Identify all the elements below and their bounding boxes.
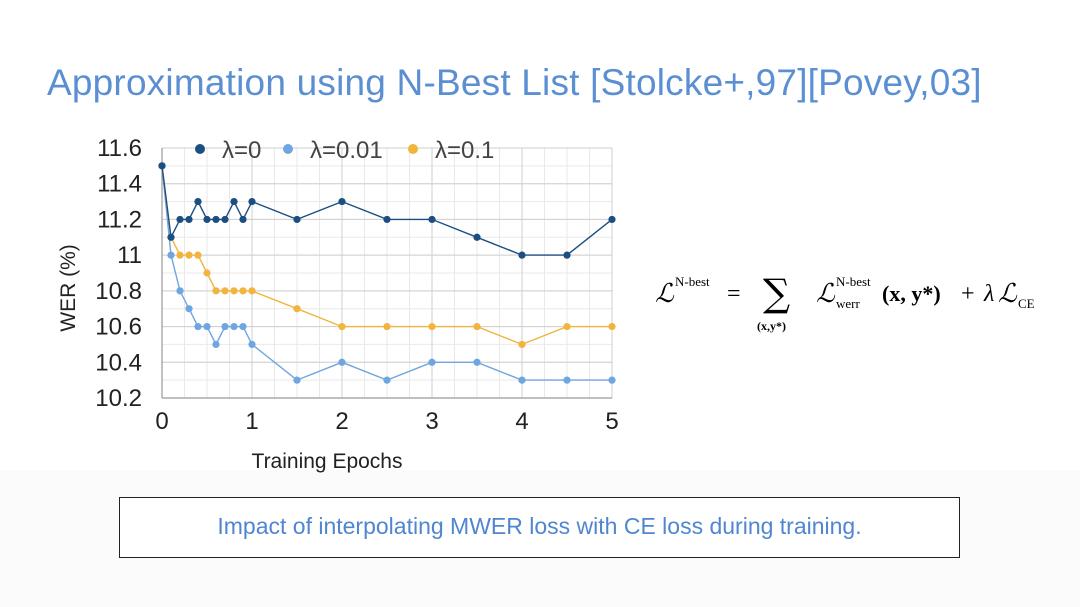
data-point: [473, 233, 481, 241]
data-point: [230, 197, 238, 206]
ce-term: ℒ: [998, 279, 1018, 309]
data-point: [473, 358, 481, 366]
summation-sign: ∑: [763, 271, 790, 315]
data-point: [338, 197, 346, 206]
data-point: [230, 287, 238, 295]
x-tick-label: 0: [155, 408, 168, 435]
x-tick-label: 3: [425, 408, 438, 435]
data-point: [518, 376, 526, 384]
plus-sign: +: [961, 281, 975, 307]
data-point: [293, 305, 301, 313]
data-point: [158, 162, 166, 170]
y-tick-label: 11.2: [97, 206, 142, 233]
y-tick-label: 10.2: [95, 385, 142, 412]
data-point: [239, 215, 247, 224]
y-tick-label: 11.6: [97, 135, 142, 162]
data-point: [221, 287, 229, 295]
data-point: [194, 197, 202, 206]
werr-subscript: werr: [836, 296, 860, 311]
legend-marker: [283, 144, 293, 154]
legend-label: λ=0.01: [310, 137, 383, 164]
chart-grid: [161, 147, 613, 399]
y-tick-label: 10.6: [95, 314, 142, 341]
data-point: [212, 215, 220, 224]
chart-legend: λ=0 λ=0.01 λ=0.1: [195, 137, 494, 164]
summation-subscript: (x,y*): [757, 319, 786, 333]
data-point: [203, 215, 211, 224]
data-point: [383, 215, 391, 224]
data-point: [338, 358, 346, 366]
data-point: [338, 322, 346, 331]
x-axis-label: Training Epochs: [252, 450, 403, 473]
data-point: [185, 251, 193, 259]
data-point: [212, 340, 220, 349]
x-tick-label: 4: [515, 408, 528, 435]
data-point: [221, 322, 229, 331]
data-point: [518, 340, 526, 349]
data-point: [212, 287, 220, 295]
ce-subscript: CE: [1018, 296, 1035, 311]
data-point: [185, 215, 193, 224]
data-point: [383, 322, 391, 331]
loss-lhs-superscript: N-best: [675, 274, 710, 289]
data-point: [563, 376, 571, 384]
data-point: [608, 322, 616, 331]
data-point: [167, 251, 175, 259]
y-tick-label: 10.4: [95, 349, 142, 376]
data-point: [428, 215, 436, 224]
data-point: [608, 215, 616, 224]
data-point: [203, 269, 211, 277]
data-point: [203, 322, 211, 331]
chart-series: [158, 162, 616, 384]
data-point: [230, 322, 238, 331]
slide-title: Approximation using N-Best List [Stolcke…: [47, 62, 982, 103]
werr-arguments: (x, y*): [882, 281, 941, 306]
data-point: [563, 322, 571, 331]
wer-line-chart: 10.2 10.4 10.6 10.8 11 11.2 11.4 11.6 0 1 2 3 4 5 λ=0…: [57, 135, 619, 473]
werr-term: ℒ: [816, 279, 836, 309]
caption-box: Impact of interpolating MWER loss with C…: [119, 497, 960, 558]
data-point: [221, 215, 229, 224]
data-point: [428, 358, 436, 366]
data-point: [293, 376, 301, 384]
data-point: [383, 376, 391, 384]
data-point: [194, 251, 202, 259]
equals-sign: =: [727, 281, 741, 307]
lambda-symbol: λ: [983, 281, 994, 307]
data-point: [563, 251, 571, 259]
data-point: [167, 233, 175, 241]
data-point: [248, 287, 256, 295]
werr-superscript: N-best: [836, 274, 871, 289]
loss-formula: ℒ N-best = ∑ (x,y*) ℒ N-best werr (x, y*…: [655, 271, 1035, 333]
chart-axes: 10.2 10.4 10.6 10.8 11 11.2 11.4 11.6 0 1 2 3 4 5: [95, 135, 618, 435]
data-point: [248, 340, 256, 349]
data-point: [194, 322, 202, 331]
x-tick-label: 1: [245, 408, 258, 435]
x-tick-label: 2: [335, 408, 348, 435]
caption-text: Impact of interpolating MWER loss with C…: [217, 513, 862, 539]
legend-marker: [195, 144, 205, 154]
data-point: [473, 322, 481, 331]
data-point: [176, 287, 184, 295]
y-tick-label: 11.4: [97, 171, 142, 198]
data-point: [239, 287, 247, 295]
legend-marker: [408, 144, 418, 154]
data-point: [518, 251, 526, 259]
data-point: [239, 322, 247, 331]
x-tick-label: 5: [605, 408, 618, 435]
y-axis-label: WER (%): [57, 244, 80, 332]
data-point: [608, 376, 616, 384]
data-point: [176, 215, 184, 224]
y-tick-label: 10.8: [95, 278, 142, 305]
data-point: [185, 305, 193, 313]
legend-label: λ=0: [222, 137, 261, 164]
data-point: [176, 251, 184, 259]
legend-label: λ=0.1: [435, 137, 494, 164]
y-tick-label: 11: [117, 242, 142, 269]
data-point: [293, 215, 301, 224]
loss-lhs: ℒ: [655, 279, 675, 309]
data-point: [248, 197, 256, 206]
data-point: [428, 322, 436, 331]
